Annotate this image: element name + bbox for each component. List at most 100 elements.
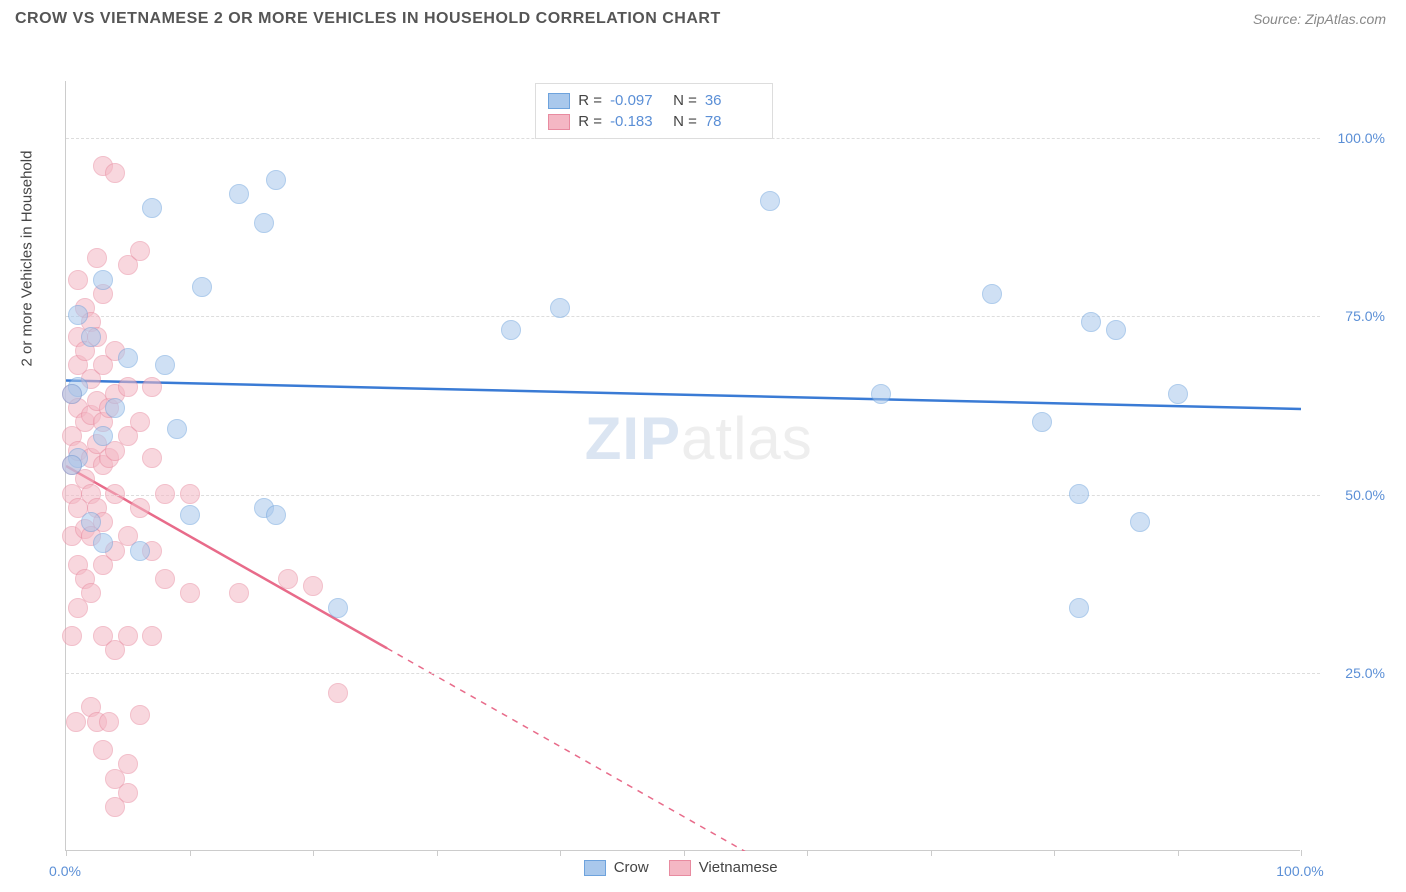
series-legend: Crow Vietnamese bbox=[584, 859, 778, 876]
data-point bbox=[68, 305, 88, 325]
data-point bbox=[760, 191, 780, 211]
data-point bbox=[130, 498, 150, 518]
data-point bbox=[501, 320, 521, 340]
chart-title: CROW VS VIETNAMESE 2 OR MORE VEHICLES IN… bbox=[15, 10, 721, 28]
watermark: ZIPatlas bbox=[585, 404, 813, 473]
legend-swatch bbox=[548, 114, 570, 130]
x-tick bbox=[1054, 850, 1055, 856]
legend-swatch bbox=[548, 93, 570, 109]
legend-label: Vietnamese bbox=[699, 859, 778, 876]
data-point bbox=[105, 398, 125, 418]
source-label: Source: ZipAtlas.com bbox=[1253, 11, 1386, 27]
data-point bbox=[81, 583, 101, 603]
data-point bbox=[266, 505, 286, 525]
data-point bbox=[93, 533, 113, 553]
legend-item: Crow bbox=[584, 859, 649, 876]
data-point bbox=[254, 213, 274, 233]
data-point bbox=[550, 298, 570, 318]
data-point bbox=[105, 163, 125, 183]
data-point bbox=[81, 512, 101, 532]
data-point bbox=[1130, 512, 1150, 532]
data-point bbox=[180, 484, 200, 504]
n-value: 36 bbox=[705, 92, 760, 109]
x-tick-label: 100.0% bbox=[1276, 863, 1323, 879]
data-point bbox=[180, 505, 200, 525]
data-point bbox=[1106, 320, 1126, 340]
data-point bbox=[118, 377, 138, 397]
data-point bbox=[1081, 312, 1101, 332]
data-point bbox=[328, 683, 348, 703]
data-point bbox=[1032, 412, 1052, 432]
n-value: 78 bbox=[705, 113, 760, 130]
y-tick-label: 25.0% bbox=[1345, 665, 1385, 681]
data-point bbox=[155, 484, 175, 504]
x-tick bbox=[190, 850, 191, 856]
data-point bbox=[155, 569, 175, 589]
data-point bbox=[130, 412, 150, 432]
gridline bbox=[66, 138, 1320, 139]
data-point bbox=[278, 569, 298, 589]
x-tick bbox=[313, 850, 314, 856]
data-point bbox=[142, 377, 162, 397]
data-point bbox=[167, 419, 187, 439]
data-point bbox=[118, 626, 138, 646]
data-point bbox=[142, 448, 162, 468]
data-point bbox=[130, 705, 150, 725]
r-value: -0.097 bbox=[610, 92, 665, 109]
legend-row: R = -0.183 N = 78 bbox=[548, 111, 760, 132]
gridline bbox=[66, 673, 1320, 674]
y-tick-label: 50.0% bbox=[1345, 487, 1385, 503]
data-point bbox=[303, 576, 323, 596]
x-tick-label: 0.0% bbox=[49, 863, 81, 879]
data-point bbox=[130, 241, 150, 261]
watermark-atlas: atlas bbox=[681, 405, 813, 472]
data-point bbox=[105, 484, 125, 504]
chart-header: CROW VS VIETNAMESE 2 OR MORE VEHICLES IN… bbox=[0, 0, 1406, 36]
data-point bbox=[180, 583, 200, 603]
data-point bbox=[118, 348, 138, 368]
x-tick bbox=[931, 850, 932, 856]
correlation-legend: R = -0.097 N = 36 R = -0.183 N = 78 bbox=[535, 83, 773, 139]
y-tick-label: 100.0% bbox=[1338, 130, 1385, 146]
y-tick-label: 75.0% bbox=[1345, 308, 1385, 324]
data-point bbox=[81, 327, 101, 347]
data-point bbox=[68, 270, 88, 290]
x-tick bbox=[1178, 850, 1179, 856]
r-value: -0.183 bbox=[610, 113, 665, 130]
legend-label: Crow bbox=[614, 859, 649, 876]
data-point bbox=[266, 170, 286, 190]
data-point bbox=[229, 184, 249, 204]
data-point bbox=[93, 426, 113, 446]
x-tick bbox=[560, 850, 561, 856]
data-point bbox=[229, 583, 249, 603]
data-point bbox=[130, 541, 150, 561]
data-point bbox=[982, 284, 1002, 304]
n-label: N = bbox=[673, 113, 697, 130]
data-point bbox=[62, 626, 82, 646]
x-tick bbox=[1301, 850, 1302, 856]
data-point bbox=[1069, 484, 1089, 504]
data-point bbox=[118, 754, 138, 774]
legend-swatch bbox=[669, 860, 691, 876]
data-point bbox=[192, 277, 212, 297]
data-point bbox=[871, 384, 891, 404]
plot-area: ZIPatlas R =-0.097N =36R =-0.183N =78 25… bbox=[65, 81, 1300, 851]
y-axis-label: 2 or more Vehicles in Household bbox=[19, 151, 36, 367]
r-label: R = bbox=[578, 113, 602, 130]
data-point bbox=[99, 712, 119, 732]
legend-row: R = -0.097 N = 36 bbox=[548, 90, 760, 111]
data-point bbox=[62, 455, 82, 475]
data-point bbox=[142, 626, 162, 646]
gridline bbox=[66, 316, 1320, 317]
x-tick bbox=[684, 850, 685, 856]
r-label: R = bbox=[578, 92, 602, 109]
watermark-zip: ZIP bbox=[585, 405, 681, 472]
data-point bbox=[1168, 384, 1188, 404]
n-label: N = bbox=[673, 92, 697, 109]
data-point bbox=[93, 270, 113, 290]
x-tick bbox=[437, 850, 438, 856]
data-point bbox=[155, 355, 175, 375]
data-point bbox=[1069, 598, 1089, 618]
data-point bbox=[93, 740, 113, 760]
data-point bbox=[328, 598, 348, 618]
